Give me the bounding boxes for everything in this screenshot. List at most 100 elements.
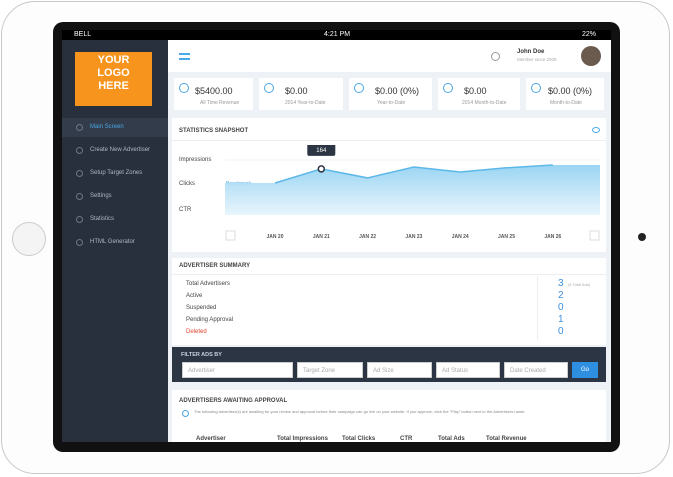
card-label: All Time Revenue <box>200 100 240 106</box>
stat-card: $0.00 2014 Month-to-Date <box>438 78 520 110</box>
panel-title: ADVERTISERS AWAITING APPROVAL <box>179 398 288 404</box>
logo-line: HERE <box>98 80 129 92</box>
divider <box>172 140 606 141</box>
logo[interactable]: YOUR LOGO HERE <box>75 52 152 106</box>
menu-item[interactable]: Settings <box>90 193 112 199</box>
summary-value: 0 <box>558 302 564 313</box>
summary-label: Active <box>186 293 203 299</box>
filter-field[interactable]: Date Created <box>504 362 568 378</box>
card-label: Year-to-Date <box>377 100 406 106</box>
summary-value: 0 <box>558 326 564 337</box>
card-label: Month-to-Date <box>550 100 582 106</box>
x-tick-label: JAN 20 <box>267 234 284 240</box>
card-icon <box>443 83 453 93</box>
menu-item[interactable]: HTML Generator <box>90 239 135 245</box>
time: 4:21 PM <box>324 31 351 38</box>
go-button[interactable]: Go <box>572 362 598 378</box>
menu-item[interactable]: Create New Advertiser <box>90 147 151 153</box>
filter-field[interactable]: Ad Status <box>436 362 500 378</box>
status-bar: BELL 4:21 PM 22% <box>62 30 611 40</box>
panel-title: STATISTICS SNAPSHOT <box>179 128 249 134</box>
summary-label: Suspended <box>186 305 217 311</box>
column-header: Total Impressions <box>277 436 328 442</box>
card-icon <box>354 83 364 93</box>
summary-label: Deleted <box>186 329 207 335</box>
card-value: $0.00 (0%) <box>548 86 593 96</box>
card-value: $5400.00 <box>195 86 233 96</box>
x-tick-label: JAN 22 <box>359 234 376 240</box>
panel-title: ADVERTISER SUMMARY <box>179 263 251 269</box>
card-label: 2014 Year-to-Date <box>285 100 326 106</box>
prev-button[interactable] <box>225 230 236 241</box>
column-header: Total Clicks <box>342 436 376 442</box>
stat-card: $0.00 (0%) Year-to-Date <box>349 78 432 110</box>
filter-title: FILTER ADS BY <box>181 352 222 358</box>
info-text: The following advertiser(s) are awaiting… <box>194 409 526 414</box>
card-value: $0.00 (0%) <box>375 86 420 96</box>
filter-field[interactable]: Ad Size <box>367 362 432 378</box>
summary-panel: ADVERTISER SUMMARY Total Advertisers 3 (… <box>172 258 606 345</box>
logo-line: LOGO <box>97 67 130 79</box>
x-tick-label: JAN 26 <box>544 234 561 240</box>
top-bar <box>168 40 611 72</box>
next-button[interactable] <box>589 230 600 241</box>
summary-note: (5 Total Ads) <box>568 282 591 287</box>
member-since: Member since 2009 <box>517 57 557 62</box>
stat-card: $0.00 (0%) Month-to-Date <box>526 78 604 110</box>
tooltip <box>307 145 336 156</box>
logo-line: YOUR <box>97 54 130 66</box>
menu-icon <box>76 216 83 223</box>
stat-card: $0.00 2014 Year-to-Date <box>259 78 343 110</box>
stat-card: $5400.00 All Time Revenue <box>174 78 253 110</box>
x-tick-label: JAN 21 <box>313 234 330 240</box>
search-icon[interactable] <box>491 52 500 61</box>
x-tick-label: JAN 23 <box>405 234 422 240</box>
camera <box>638 233 646 241</box>
divider <box>172 274 606 275</box>
home-button[interactable] <box>12 222 46 256</box>
menu-icon <box>76 170 83 177</box>
column-header: Advertiser <box>196 436 226 442</box>
column-header: CTR <box>400 436 413 442</box>
summary-value: 2 <box>558 290 564 301</box>
filter-field[interactable]: Advertiser <box>182 362 293 378</box>
area-fill <box>225 165 600 215</box>
column-header: Total Ads <box>438 436 465 442</box>
card-label: 2014 Month-to-Date <box>462 100 507 106</box>
metric-label: CTR <box>179 207 192 213</box>
menu-item[interactable]: Statistics <box>90 216 115 222</box>
summary-label: Total Advertisers <box>186 281 231 287</box>
metric-label: Clicks <box>179 181 195 187</box>
menu-icon <box>76 193 83 200</box>
menu-icon <box>76 124 83 131</box>
menu-item[interactable]: Setup Target Zones <box>90 170 143 176</box>
filter-field[interactable]: Target Zone <box>297 362 363 378</box>
menu-toggle[interactable] <box>179 53 190 60</box>
tooltip-value: 164 <box>316 148 327 154</box>
avatar[interactable] <box>581 46 601 66</box>
view-icon[interactable] <box>592 127 600 133</box>
card-value: $0.00 <box>464 86 487 96</box>
divider <box>537 276 538 340</box>
summary-value: 1 <box>558 314 564 325</box>
card-icon <box>531 83 541 93</box>
point <box>317 165 326 173</box>
column-header: Total Revenue <box>486 436 527 442</box>
approval-panel: ADVERTISERS AWAITING APPROVAL The follow… <box>172 390 606 442</box>
summary-value: 3 <box>558 278 564 289</box>
menu-active-bg <box>62 118 168 137</box>
menu-icon <box>76 239 83 246</box>
summary-label: Pending Approval <box>186 317 234 323</box>
x-tick-label: JAN 24 <box>452 234 469 240</box>
x-tick-label: JAN 25 <box>498 234 515 240</box>
menu-icon <box>76 147 83 154</box>
user-name[interactable]: John Doe <box>517 49 545 55</box>
carrier: BELL <box>74 31 92 38</box>
metric-label: Impressions <box>179 157 212 163</box>
info-icon <box>182 410 189 417</box>
card-value: $0.00 <box>285 86 308 96</box>
menu-item[interactable]: Main Screen <box>90 124 124 130</box>
battery: 22% <box>582 31 597 38</box>
